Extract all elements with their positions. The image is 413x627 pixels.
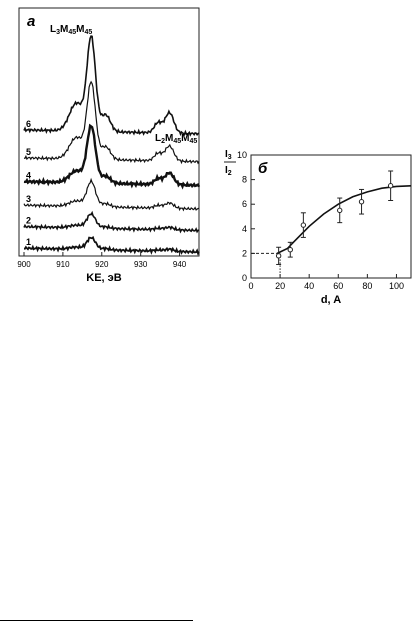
svg-text:L3M45M45: L3M45M45 (50, 24, 92, 36)
footnote-rule (0, 620, 193, 621)
spectrum-label-2: 2 (26, 216, 31, 226)
spectrum-label-3: 3 (26, 194, 31, 204)
l2-annotation-sub1: 2 (161, 138, 165, 145)
l2-annotation-L: L (155, 133, 161, 144)
panel-a-x-tick-label-920: 920 (95, 260, 109, 269)
l3-annotation-L: L (50, 24, 56, 35)
l2-annotation-M1: M (165, 133, 173, 144)
spectrum-label-5: 5 (26, 147, 31, 157)
l2-annotation-M2: M (181, 133, 189, 144)
spectrum-label-4: 4 (26, 171, 31, 181)
svg-text:L2M45M45: L2M45M45 (155, 133, 197, 145)
l2-annotation: L2M45M45 (155, 133, 197, 145)
l3-annotation-sub1: 3 (56, 29, 60, 36)
panel-a-x-tick-label-910: 910 (56, 260, 70, 269)
l3-annotation-sub2: 45 (68, 29, 76, 36)
spectrum-label-6: 6 (26, 119, 31, 129)
panel-a-x-tick-label-900: 900 (17, 260, 31, 269)
panel-a-x-axis-title: KE, эВ (86, 272, 121, 284)
spectrum-line-2 (23, 210, 200, 234)
panel-a-series-group (23, 35, 201, 256)
spectrum-label-1: 1 (26, 237, 31, 247)
l2-annotation-sub3: 45 (190, 138, 198, 145)
spectrum-line-4 (23, 123, 201, 190)
panel-a-x-ticks: 900 910 920 930 940 (17, 252, 187, 269)
l3-annotation-sub3: 45 (85, 29, 93, 36)
l2-annotation-sub2: 45 (173, 138, 181, 145)
l3-annotation-M2: M (76, 24, 84, 35)
spectrum-line-3 (23, 177, 200, 212)
panel-a-x-tick-label-940: 940 (173, 260, 187, 269)
panel-a-x-tick-label-930: 930 (134, 260, 148, 269)
l3-annotation: L3M45M45 (50, 24, 92, 36)
panel-a-label: а (27, 13, 35, 30)
spectrum-line-6 (23, 35, 200, 137)
panel-a-series-labels: 1 2 3 4 5 6 (26, 119, 31, 247)
spectrum-line-1 (24, 235, 200, 256)
l3-annotation-M1: M (60, 24, 68, 35)
spectrum-line-5 (23, 80, 200, 165)
